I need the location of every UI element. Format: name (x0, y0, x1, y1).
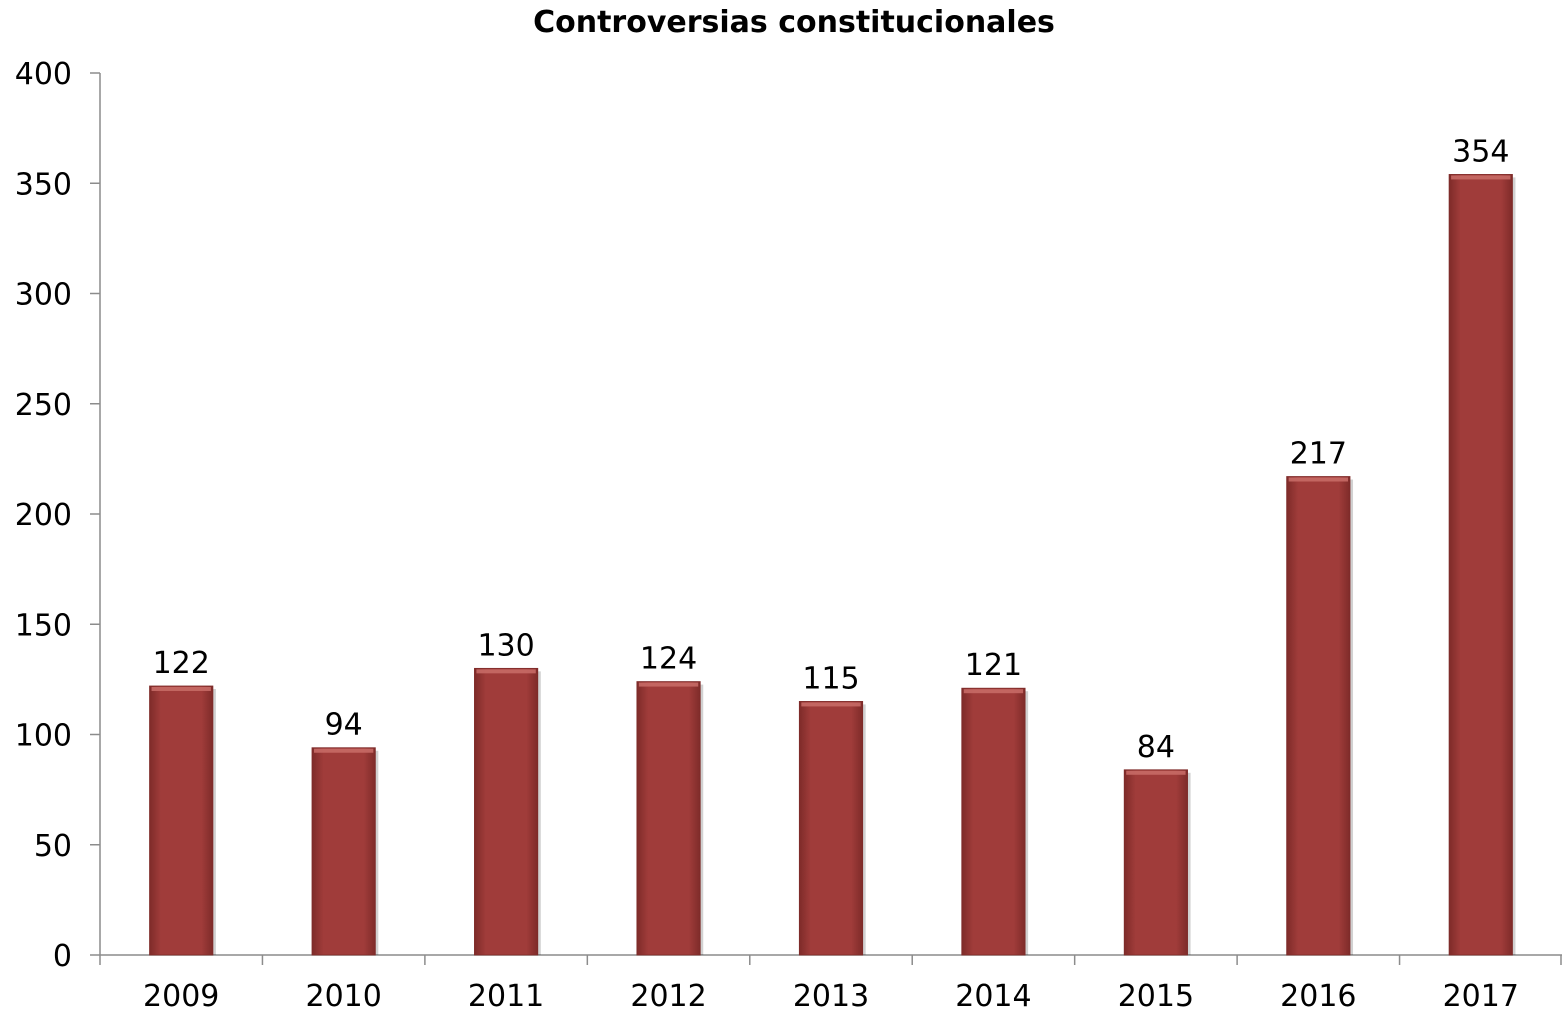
data-label: 122 (153, 646, 210, 681)
bar-top-highlight (476, 669, 536, 674)
x-tick-label: 2010 (305, 979, 381, 1012)
bar (1286, 476, 1351, 956)
y-tick-label: 200 (15, 498, 72, 533)
x-tick-label: 2009 (143, 979, 219, 1012)
bar-top-highlight (963, 689, 1024, 694)
data-label: 115 (802, 661, 859, 696)
bar (961, 687, 1026, 956)
chart-title: Controversias constitucionales (533, 5, 1055, 40)
bar (1123, 769, 1188, 956)
bar-top-highlight (638, 682, 699, 687)
data-label: 130 (477, 628, 534, 663)
data-label: 121 (965, 648, 1022, 683)
bar (149, 685, 214, 956)
data-label: 217 (1290, 437, 1347, 472)
data-label: 94 (325, 708, 363, 743)
y-tick-label: 250 (15, 388, 72, 423)
bar (636, 681, 701, 956)
y-tick-label: 350 (15, 167, 72, 202)
x-tick-label: 2015 (1118, 979, 1194, 1012)
y-tick-label: 50 (34, 829, 72, 864)
x-tick-label: 2011 (468, 979, 544, 1012)
x-tick-label: 2017 (1443, 979, 1519, 1012)
data-label: 354 (1452, 134, 1509, 169)
y-tick-label: 100 (15, 719, 72, 754)
bar-top-highlight (1288, 477, 1349, 482)
x-tick-label: 2012 (630, 979, 706, 1012)
y-tick-label: 400 (15, 57, 72, 92)
bar-top-highlight (1126, 770, 1186, 775)
data-label: 84 (1137, 730, 1175, 765)
bar-top-highlight (1451, 175, 1511, 180)
bars-group: 122 94 130 124 115 121 84 217 354 (149, 134, 1516, 956)
x-tick-label: 2013 (793, 979, 869, 1012)
data-label: 124 (640, 642, 697, 677)
x-tick-label: 2016 (1280, 979, 1356, 1012)
bar (474, 667, 539, 956)
y-axis: 0 50 100 150 200 250 300 350 400 (15, 57, 101, 974)
x-tick-label: 2014 (955, 979, 1031, 1012)
y-tick-label: 150 (15, 608, 72, 643)
bar-top-highlight (151, 686, 211, 691)
x-axis: 2009 2010 2011 2012 2013 2014 2015 2016 2017 (99, 954, 1562, 1012)
y-tick-label: 0 (53, 939, 72, 974)
bar-top-highlight (801, 702, 861, 707)
bar (311, 747, 376, 956)
bar (798, 701, 864, 956)
y-tick-label: 300 (15, 278, 72, 313)
bar-top-highlight (313, 748, 374, 753)
bar (1448, 174, 1513, 956)
